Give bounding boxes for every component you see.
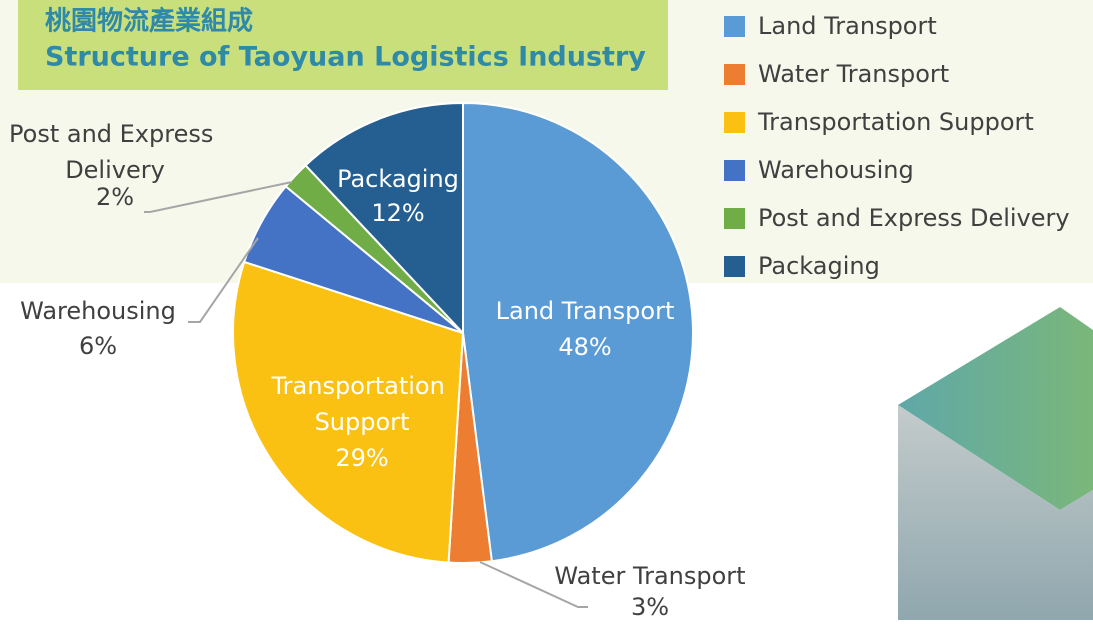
legend-label: Post and Express Delivery bbox=[758, 204, 1070, 232]
legend-swatch bbox=[724, 64, 745, 85]
data-label-value: 6% bbox=[79, 332, 117, 360]
legend-label: Transportation Support bbox=[757, 108, 1034, 136]
data-label-name: Post and Express Delivery bbox=[9, 120, 221, 184]
data-label-value: 29% bbox=[335, 444, 388, 472]
pie-slice bbox=[232, 260, 465, 564]
title-box bbox=[18, 0, 668, 90]
legend-swatch bbox=[724, 160, 745, 181]
leader-line bbox=[188, 237, 259, 323]
decoration bbox=[898, 307, 1093, 510]
data-label-name: Warehousing bbox=[20, 297, 176, 325]
legend-swatch bbox=[724, 112, 745, 133]
decoration bbox=[898, 405, 1093, 620]
legend-swatch bbox=[724, 256, 745, 277]
data-label-name: Land Transport bbox=[496, 297, 675, 325]
leader-line bbox=[144, 181, 293, 213]
data-label-value: 2% bbox=[96, 183, 134, 211]
data-label-name: Water Transport bbox=[554, 562, 745, 590]
leader-line bbox=[479, 561, 588, 608]
legend-label: Land Transport bbox=[758, 12, 937, 40]
pie-slice bbox=[462, 101, 694, 563]
legend-swatch bbox=[724, 16, 745, 37]
legend-label: Packaging bbox=[758, 252, 880, 280]
chart-subtitle: Structure of Taoyuan Logistics Industry bbox=[45, 42, 646, 73]
chart-title: 桃園物流產業組成 bbox=[45, 6, 253, 37]
legend-label: Water Transport bbox=[758, 60, 949, 88]
data-label-name: Packaging bbox=[337, 165, 459, 193]
legend-label: Warehousing bbox=[758, 156, 914, 184]
data-label-name: Transportation Support bbox=[271, 372, 453, 436]
pie-slice bbox=[304, 101, 464, 336]
data-label-value: 48% bbox=[558, 333, 611, 361]
data-label-value: 12% bbox=[371, 199, 424, 227]
legend-swatch bbox=[724, 208, 745, 229]
data-label-value: 3% bbox=[631, 593, 669, 620]
